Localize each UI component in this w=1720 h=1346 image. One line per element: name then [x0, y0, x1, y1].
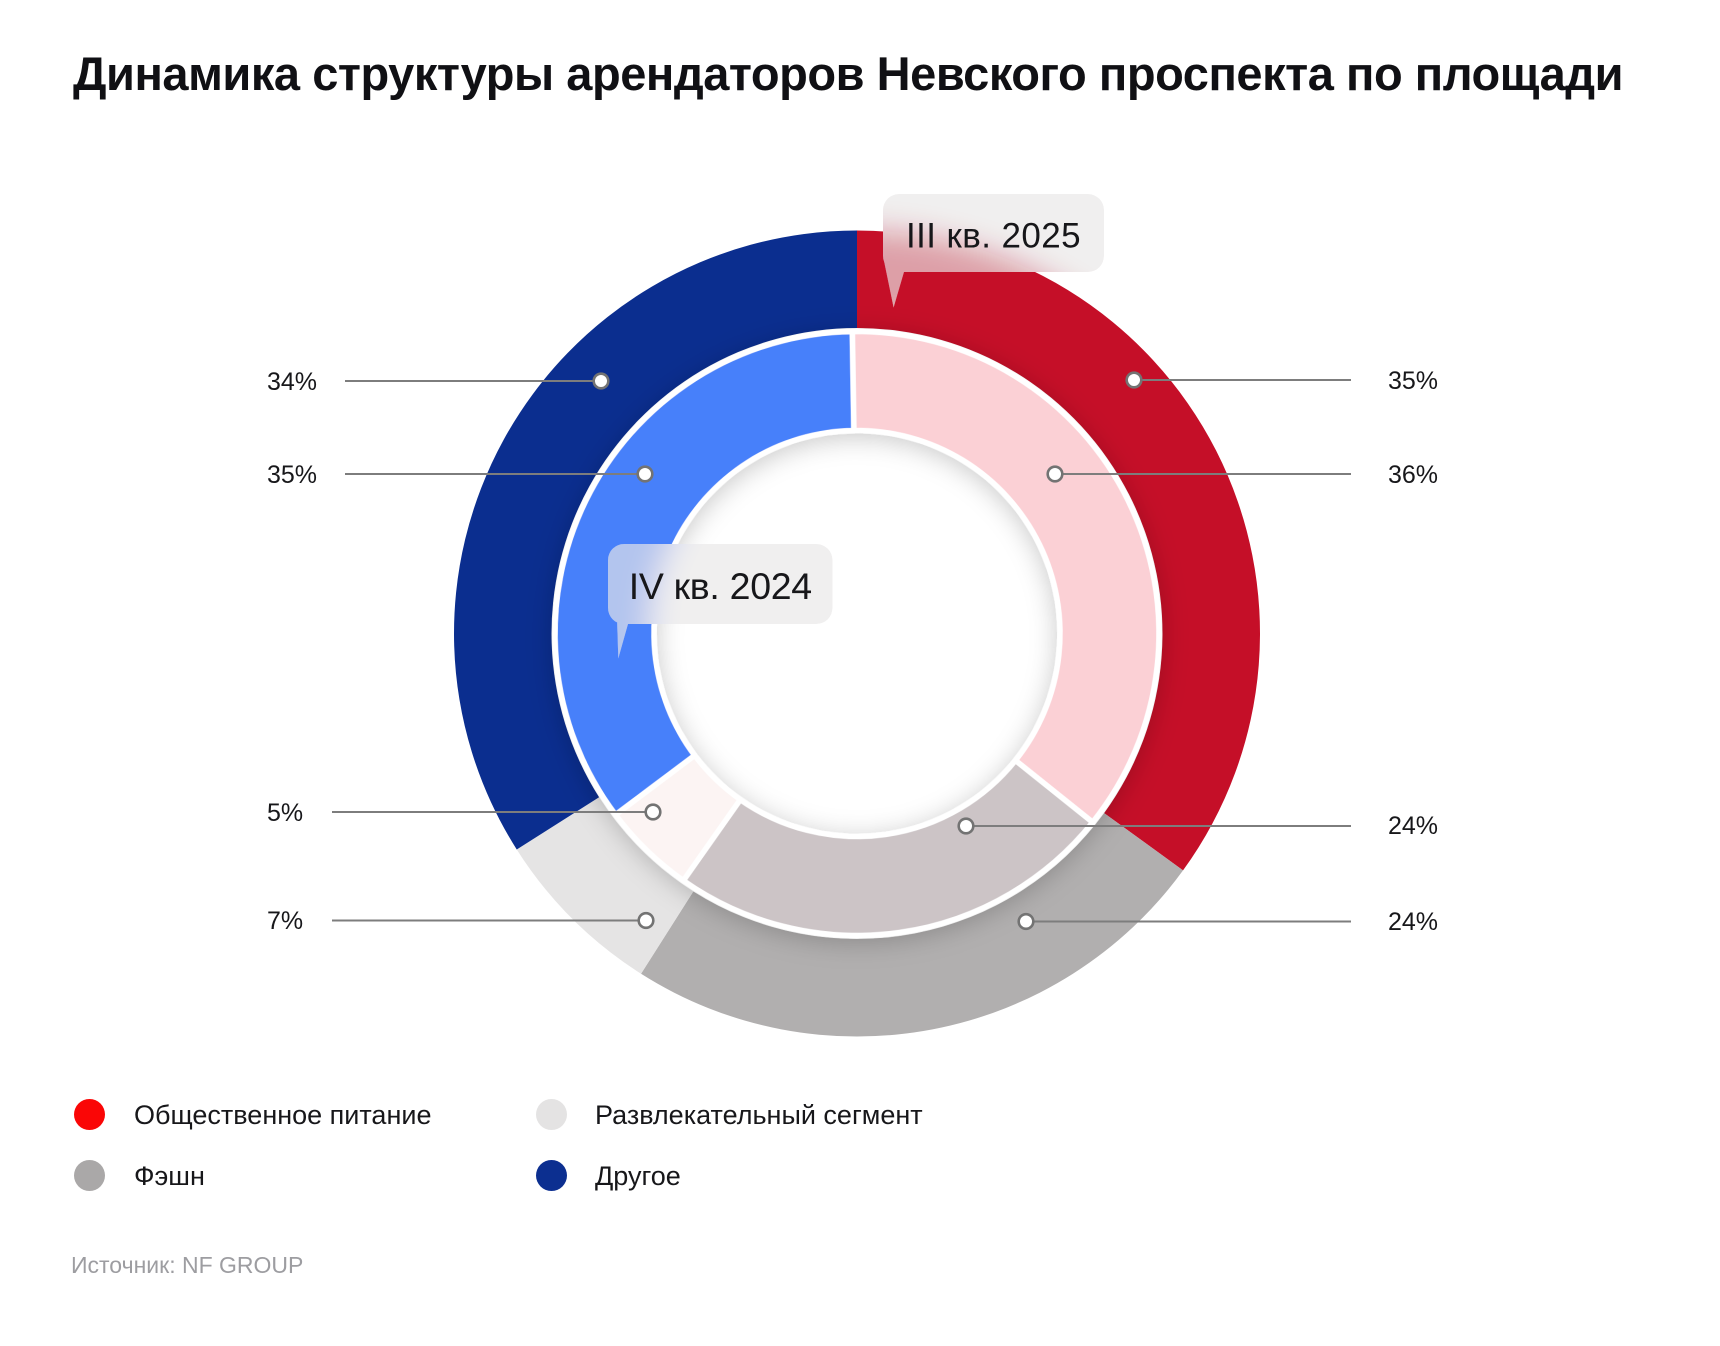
svg-text:III кв. 2025: III кв. 2025: [906, 216, 1081, 255]
svg-text:IV кв. 2024: IV кв. 2024: [629, 565, 812, 607]
